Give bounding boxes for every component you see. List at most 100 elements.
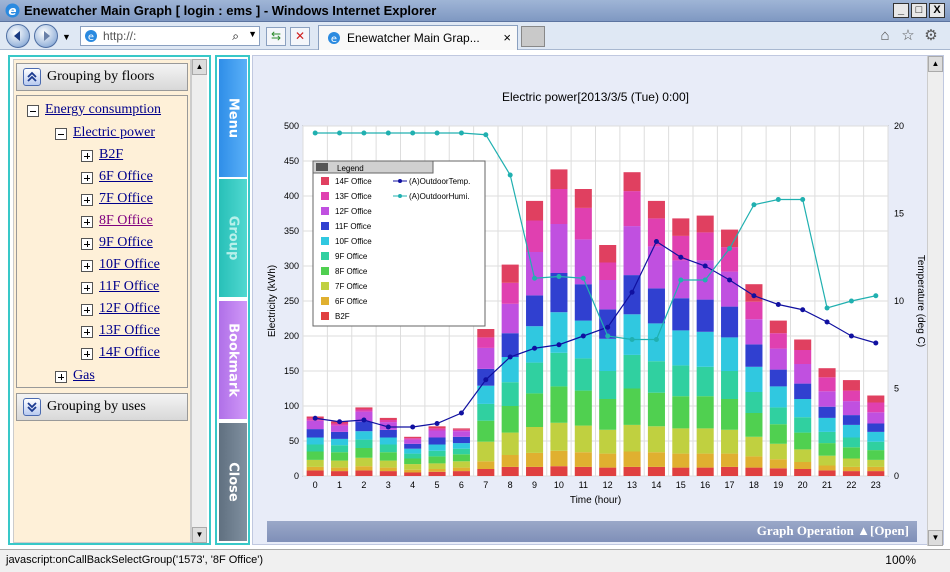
x-tick-label: 10 — [554, 480, 564, 490]
maximize-button[interactable]: □ — [911, 3, 927, 18]
minimize-button[interactable]: _ — [893, 3, 909, 18]
bar-segment — [550, 352, 568, 387]
scroll-down-icon[interactable]: ▼ — [928, 530, 943, 546]
history-dropdown-icon[interactable]: ▼ — [62, 32, 71, 42]
zoom-level[interactable]: 100% — [885, 553, 916, 567]
tab-enewatcher[interactable]: e Enewatcher Main Grap... × — [318, 25, 518, 50]
tree-link-floor[interactable]: 13F Office — [99, 323, 160, 338]
bookmark-button[interactable]: Bookmark — [219, 301, 247, 419]
refresh-button[interactable]: ⇆ — [266, 27, 286, 46]
bar-segment — [331, 431, 349, 439]
bar-segment — [818, 368, 836, 378]
graph-operation-button[interactable]: Graph Operation ▲[Open] — [756, 523, 909, 538]
expand-icon[interactable] — [81, 194, 93, 206]
bar-segment — [599, 453, 617, 468]
tab-close-icon[interactable]: × — [503, 30, 511, 45]
bar-segment — [404, 458, 422, 465]
expand-icon[interactable] — [55, 371, 67, 383]
tree-link-floor-selected[interactable]: 8F Office — [99, 213, 153, 228]
address-input[interactable]: http://: — [103, 29, 137, 43]
bar-segment — [428, 444, 446, 451]
bar-segment — [769, 443, 787, 460]
bar-segment — [623, 172, 641, 192]
line-point — [727, 277, 733, 283]
scroll-up-icon[interactable]: ▲ — [192, 59, 207, 75]
expand-icon[interactable] — [81, 260, 93, 272]
tree-link-floor[interactable]: 6F Office — [99, 169, 153, 184]
expand-icon[interactable] — [81, 326, 93, 338]
tree-link-floor[interactable]: B2F — [99, 147, 124, 162]
bar-segment — [599, 338, 617, 371]
group-button[interactable]: Group — [219, 179, 247, 297]
left-panel: Grouping by floors Energy consumption El… — [8, 55, 211, 545]
tree-link-floor[interactable]: 11F Office — [99, 279, 160, 294]
line-point — [434, 421, 440, 426]
expand-icon[interactable] — [81, 216, 93, 228]
grouping-uses-header[interactable]: Grouping by uses — [16, 393, 188, 421]
expand-icon[interactable] — [81, 150, 93, 162]
graph-operation-bar[interactable]: Graph Operation ▲[Open] — [267, 521, 917, 542]
bar-segment — [647, 392, 665, 427]
bar-segment — [721, 453, 739, 467]
home-icon[interactable]: ⌂ — [880, 27, 890, 44]
bar-segment — [867, 423, 885, 432]
line-point — [434, 130, 440, 136]
graph-scrollbar[interactable]: ▲ ▼ — [927, 56, 943, 546]
chevron-down-icon[interactable] — [23, 398, 41, 416]
bar-segment — [550, 224, 568, 273]
y-axis-label: Electricity (kWh) — [267, 265, 278, 337]
bar-segment — [623, 226, 641, 276]
line-point — [605, 324, 611, 330]
back-button[interactable] — [6, 24, 30, 48]
expand-icon[interactable] — [81, 304, 93, 316]
tree-link-energy[interactable]: Energy consumption — [45, 102, 162, 117]
tree-link-electric[interactable]: Electric power — [73, 125, 156, 140]
bar-segment — [696, 467, 714, 476]
expand-icon[interactable] — [81, 238, 93, 250]
collapse-icon[interactable] — [27, 105, 39, 117]
menu-button[interactable]: Menu — [219, 59, 247, 177]
collapse-icon[interactable] — [55, 128, 67, 140]
bar-segment — [745, 284, 763, 302]
tree-link-floor[interactable]: 10F Office — [99, 257, 160, 272]
tools-gear-icon[interactable]: ⚙ — [924, 27, 938, 44]
bar-segment — [721, 429, 739, 454]
legend-title: Legend — [337, 164, 364, 173]
expand-icon[interactable] — [81, 348, 93, 360]
tree-link-floor[interactable]: 7F Office — [99, 191, 153, 206]
bar-segment — [647, 288, 665, 324]
x-tick-label: 16 — [700, 480, 710, 490]
close-button[interactable]: Close — [219, 423, 247, 541]
new-tab-button[interactable] — [521, 26, 545, 47]
grouping-floors-header[interactable]: Grouping by floors — [16, 63, 188, 91]
address-dropdown-icon[interactable]: ▼ — [248, 29, 257, 39]
x-tick-label: 2 — [361, 480, 366, 490]
line-point — [775, 302, 781, 307]
bar-segment — [306, 429, 324, 438]
search-icon[interactable]: ⌕ — [232, 29, 239, 43]
bar-segment — [769, 348, 787, 370]
bar-segment — [477, 441, 495, 462]
scroll-down-icon[interactable]: ▼ — [192, 527, 207, 543]
tree-link-floor[interactable]: 12F Office — [99, 301, 160, 316]
tab-page-icon: e — [328, 32, 340, 45]
left-scrollbar[interactable]: ▲ ▼ — [191, 59, 207, 543]
address-bar[interactable]: e http://: ⌕ ▼ — [80, 26, 260, 46]
chevron-up-icon[interactable] — [23, 68, 41, 86]
bar-segment — [404, 453, 422, 459]
scroll-up-icon[interactable]: ▲ — [928, 56, 943, 72]
bar-segment — [355, 439, 373, 448]
close-window-button[interactable]: X — [929, 3, 945, 18]
expand-icon[interactable] — [81, 282, 93, 294]
stop-button[interactable]: ✕ — [290, 27, 310, 46]
bar-segment — [331, 471, 349, 476]
bar-segment — [404, 464, 422, 470]
tree-link-floor[interactable]: 14F Office — [99, 345, 160, 360]
expand-icon[interactable] — [81, 172, 93, 184]
tree-link-floor[interactable]: 9F Office — [99, 235, 153, 250]
bar-segment — [672, 365, 690, 397]
legend-box — [312, 160, 486, 327]
tree-link-gas[interactable]: Gas — [73, 368, 95, 383]
favorites-star-icon[interactable]: ☆ — [901, 27, 915, 44]
forward-button[interactable] — [34, 24, 58, 48]
